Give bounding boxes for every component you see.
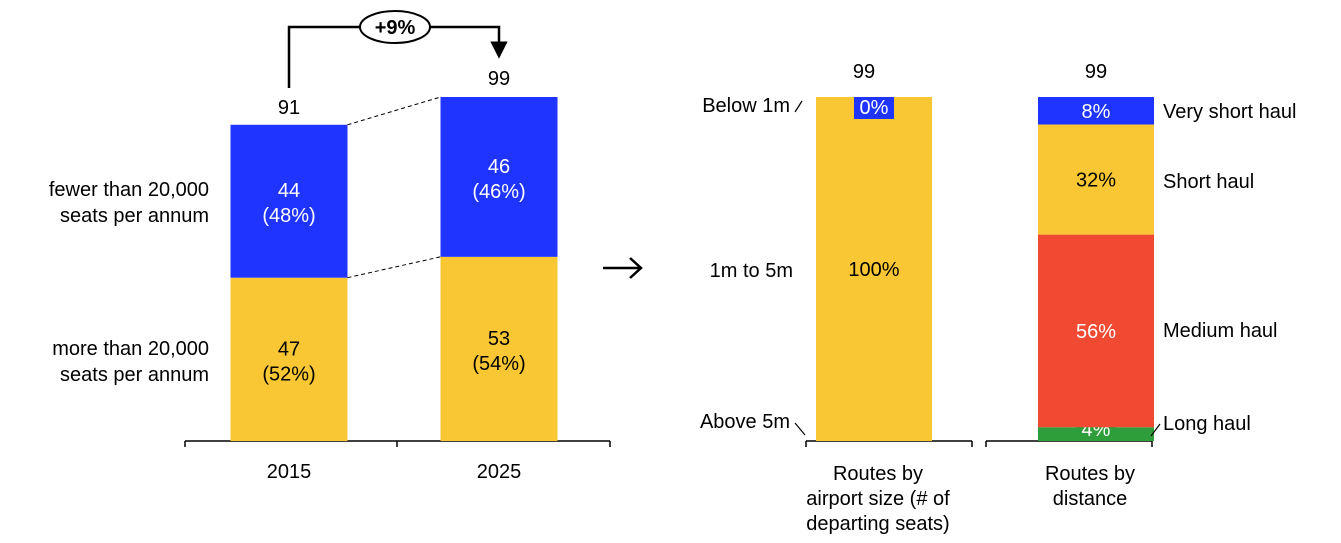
- growth-badge: [359, 10, 431, 44]
- value-label-2025-series-0: 53: [488, 328, 510, 350]
- size-segment-box-2: [854, 97, 894, 119]
- distance-total-label: 99: [1085, 61, 1107, 83]
- distance-segment-2: [1038, 124, 1154, 235]
- size-leader-below-1m: [794, 100, 803, 113]
- tick-label-2015: 2015: [267, 461, 312, 483]
- size-xlabel-line-2: airport size (# of: [806, 488, 950, 510]
- value-label-2015-series-0: 47: [278, 338, 300, 360]
- legend-fewer-line-1: fewer than 20,000: [49, 179, 209, 201]
- distance-label-very-short: Very short haul: [1163, 101, 1296, 123]
- distance-label-medium: Medium haul: [1163, 320, 1278, 342]
- tick-label-2025: 2025: [477, 461, 522, 483]
- size-xlabel-line-1: Routes by: [833, 463, 923, 485]
- total-label-2015: 91: [278, 97, 300, 119]
- connector-line-1: [347, 96, 441, 126]
- value-label-2025-series-1: 46: [488, 156, 510, 178]
- pct-label-2025-series-1: (46%): [472, 181, 525, 203]
- bar-2015-series-1: [230, 124, 348, 278]
- distance-segment-1: [1038, 234, 1154, 428]
- size-label-above-5m: Above 5m: [700, 411, 790, 433]
- size-segment-label-2: 0%: [860, 97, 889, 119]
- size-segment-label-1: 100%: [848, 259, 899, 281]
- distance-segment-label-2: 32%: [1076, 170, 1116, 192]
- legend-fewer-line-2: seats per annum: [60, 205, 209, 227]
- distance-label-short: Short haul: [1163, 171, 1254, 193]
- total-label-2025: 99: [488, 68, 510, 90]
- distance-segment-label-1: 56%: [1076, 321, 1116, 343]
- pct-label-2025-series-0: (54%): [472, 353, 525, 375]
- distance-leader-long: [1150, 423, 1161, 437]
- right-charts: 0%100%0% 4%56%32%8% 99 99 Below 1m 1m to…: [700, 61, 1296, 535]
- distance-xlabel-line-2: distance: [1053, 488, 1128, 510]
- distance-segment-label-3: 8%: [1082, 101, 1111, 123]
- connector-line-0: [347, 256, 441, 279]
- pct-label-2015-series-1: (48%): [262, 205, 315, 227]
- distance-label-long: Long haul: [1163, 413, 1251, 435]
- size-label-below-1m: Below 1m: [702, 95, 790, 117]
- growth-bracket: [287, 25, 499, 88]
- distance-xlabel-line-1: Routes by: [1045, 463, 1135, 485]
- legend-more-line-1: more than 20,000: [52, 338, 209, 360]
- bar-2025-series-0: [440, 256, 558, 441]
- bar-2025-series-1: [440, 97, 558, 257]
- right-arrow-icon: [603, 257, 643, 279]
- distance-segment-3: [1038, 97, 1154, 125]
- size-xlabel-line-3: departing seats): [806, 513, 949, 535]
- size-total-label: 99: [853, 61, 875, 83]
- value-label-2015-series-1: 44: [278, 180, 300, 202]
- size-leader-above-5m: [794, 422, 806, 436]
- left-chart: 47 (52%) 44 (48%) 53 (54%) 46 (46%) 2015 2025 9…: [49, 10, 611, 483]
- pct-label-2015-series-0: (52%): [262, 363, 315, 385]
- size-label-1m-to-5m: 1m to 5m: [710, 260, 793, 282]
- size-segment-1: [816, 97, 932, 441]
- legend-more-line-2: seats per annum: [60, 364, 209, 386]
- growth-label: +9%: [375, 17, 416, 39]
- bar-2015-series-0: [230, 277, 348, 441]
